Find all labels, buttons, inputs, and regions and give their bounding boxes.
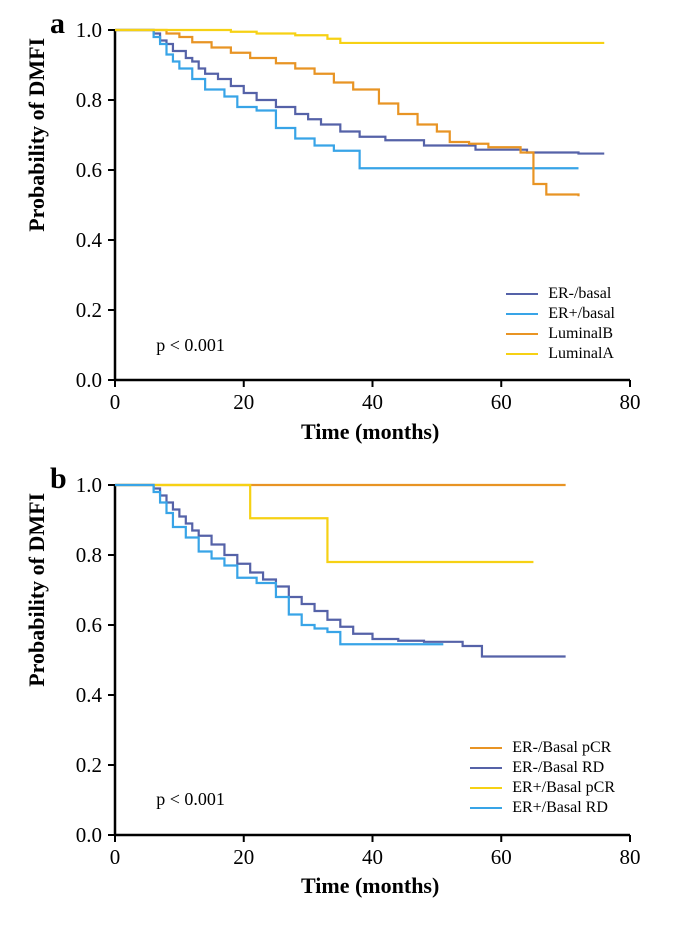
svg-text:80: 80 (620, 390, 641, 414)
svg-text:60: 60 (491, 845, 512, 869)
svg-text:0.4: 0.4 (76, 228, 103, 252)
svg-text:0.8: 0.8 (76, 543, 102, 567)
svg-text:1.0: 1.0 (76, 18, 102, 42)
chart-panel-b: b Probability of DMFI Time (months) 0204… (25, 470, 660, 915)
svg-text:40: 40 (362, 845, 383, 869)
legend-line (506, 313, 538, 315)
legend-label: ER+/Basal pCR (512, 779, 615, 797)
svg-text:0.2: 0.2 (76, 298, 102, 322)
legend-line (506, 353, 538, 355)
legend-item: ER+/Basal RD (470, 799, 615, 817)
svg-text:20: 20 (233, 390, 254, 414)
legend-item: ER-/Basal pCR (470, 739, 615, 757)
svg-text:0: 0 (110, 390, 121, 414)
legend-a: ER-/basal ER+/basal LuminalB LuminalA (506, 285, 615, 365)
legend-line (470, 807, 502, 809)
svg-text:0.0: 0.0 (76, 823, 102, 847)
svg-text:0.6: 0.6 (76, 158, 102, 182)
legend-label: ER+/Basal RD (512, 799, 608, 817)
legend-line (470, 767, 502, 769)
legend-label: ER+/basal (548, 305, 615, 323)
legend-item: LuminalB (506, 325, 615, 343)
svg-text:0.2: 0.2 (76, 753, 102, 777)
legend-label: LuminalB (548, 325, 613, 343)
legend-item: ER-/basal (506, 285, 615, 303)
legend-label: ER-/Basal pCR (512, 739, 611, 757)
legend-item: LuminalA (506, 345, 615, 363)
svg-text:0.0: 0.0 (76, 368, 102, 392)
legend-line (506, 293, 538, 295)
y-axis-label-a: Probability of DMFI (24, 38, 50, 232)
legend-label: ER-/basal (548, 285, 611, 303)
x-axis-label-b: Time (months) (301, 873, 439, 899)
legend-item: ER-/Basal RD (470, 759, 615, 777)
chart-panel-a: a Probability of DMFI Time (months) 0204… (25, 15, 660, 460)
legend-line (506, 333, 538, 335)
svg-text:60: 60 (491, 390, 512, 414)
panel-label-a: a (50, 7, 65, 41)
svg-text:0: 0 (110, 845, 121, 869)
svg-text:40: 40 (362, 390, 383, 414)
svg-text:0.4: 0.4 (76, 683, 103, 707)
svg-text:0.8: 0.8 (76, 88, 102, 112)
p-value-a: p < 0.001 (156, 335, 225, 356)
legend-label: LuminalA (548, 345, 614, 363)
panel-label-b: b (50, 462, 67, 496)
svg-text:20: 20 (233, 845, 254, 869)
svg-text:80: 80 (620, 845, 641, 869)
y-axis-label-b: Probability of DMFI (24, 493, 50, 687)
legend-b: ER-/Basal pCR ER-/Basal RD ER+/Basal pCR ER… (470, 739, 615, 819)
x-axis-label-a: Time (months) (301, 419, 439, 445)
legend-line (470, 747, 502, 749)
svg-text:1.0: 1.0 (76, 473, 102, 497)
legend-line (470, 787, 502, 789)
svg-text:0.6: 0.6 (76, 613, 102, 637)
legend-label: ER-/Basal RD (512, 759, 604, 777)
legend-item: ER+/Basal pCR (470, 779, 615, 797)
legend-item: ER+/basal (506, 305, 615, 323)
p-value-b: p < 0.001 (156, 789, 225, 810)
